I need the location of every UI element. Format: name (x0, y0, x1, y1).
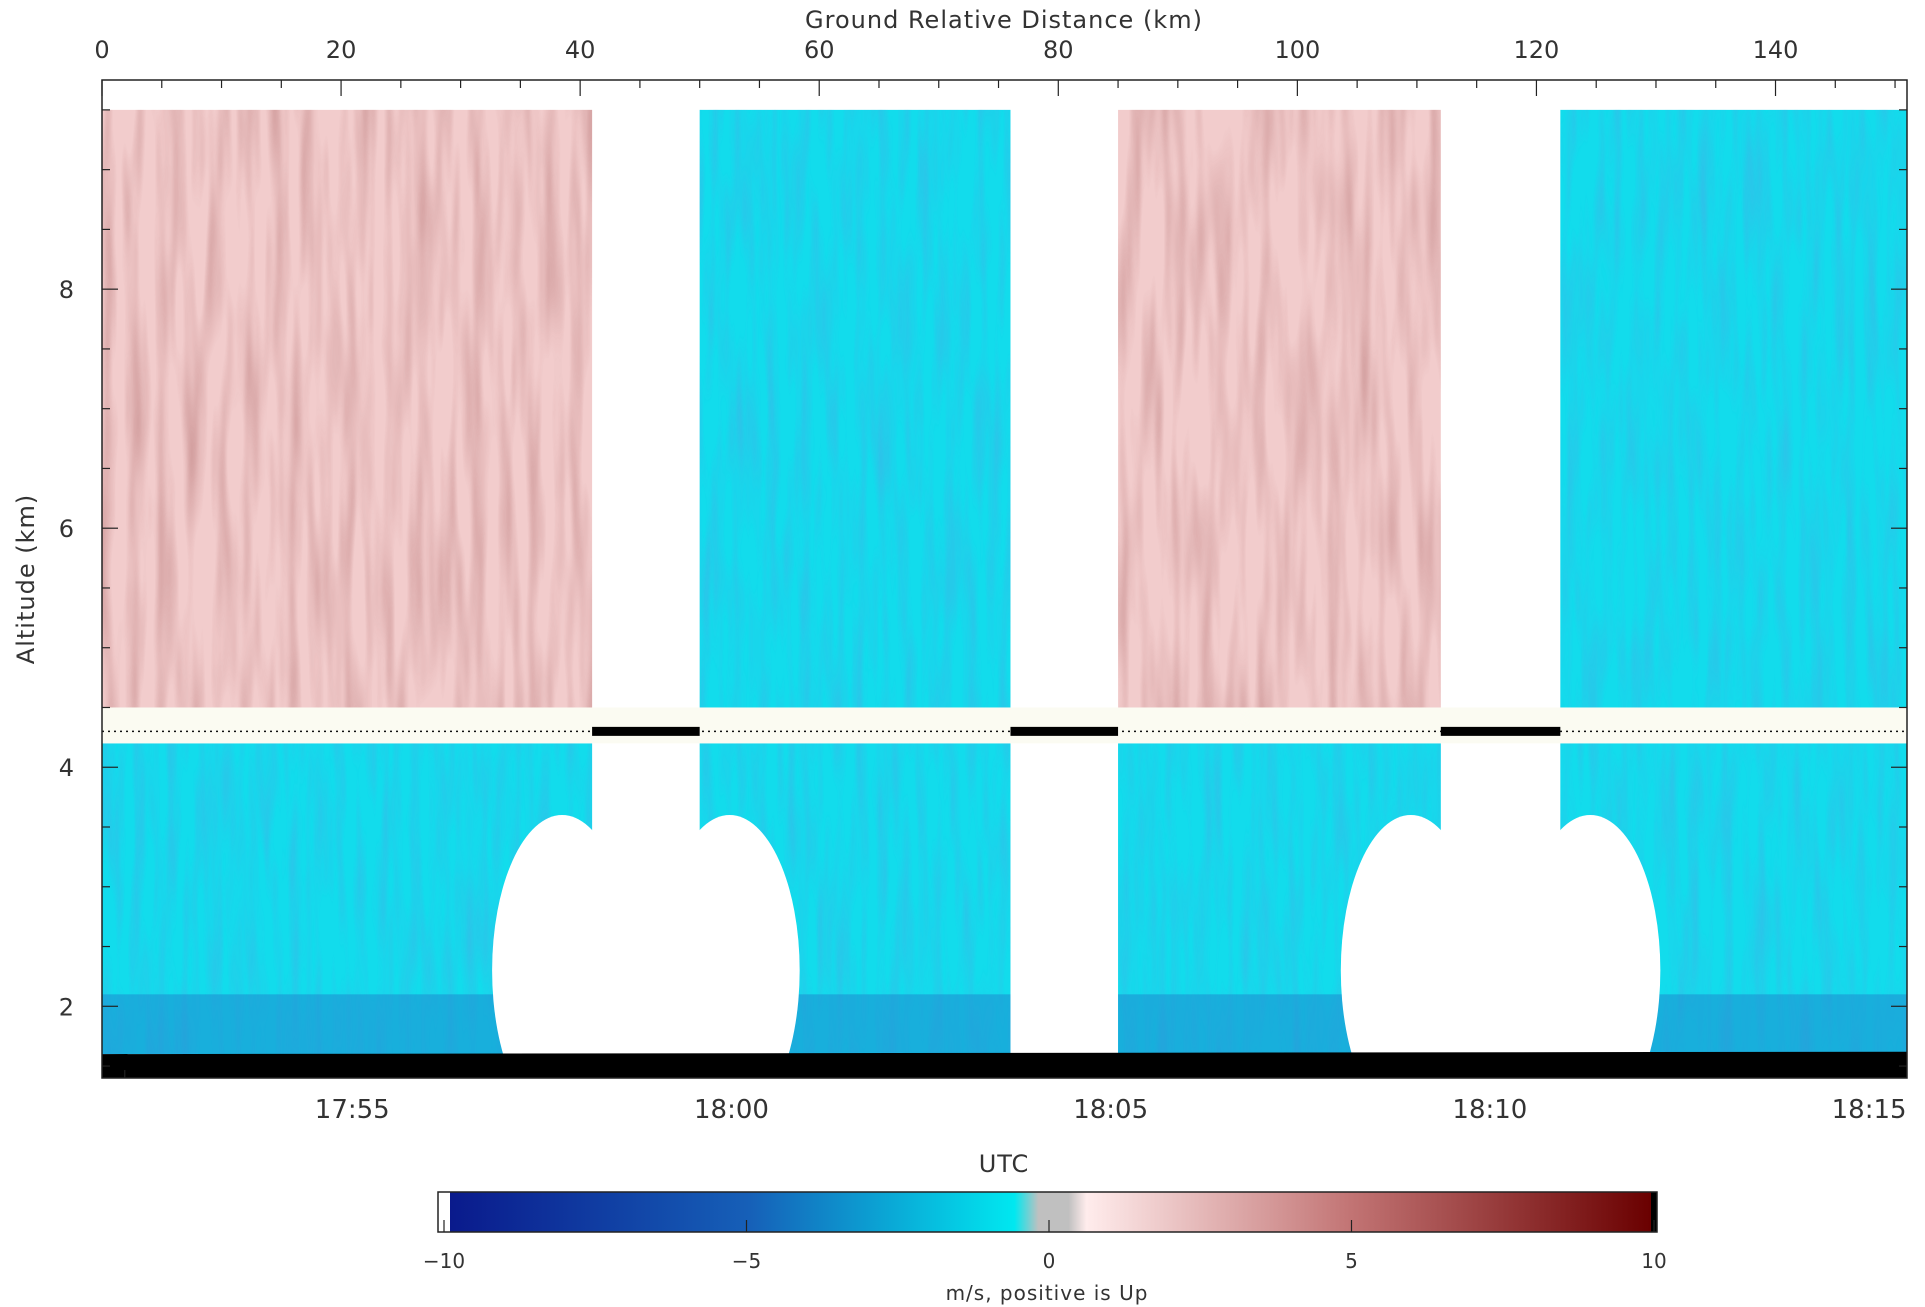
y-axis-tick-label: 2 (59, 993, 74, 1021)
x-axis-tick-label: 18:15 (1832, 1095, 1907, 1125)
upper-velocity-texture (699, 109, 1011, 708)
y-axis-tick-label: 4 (59, 754, 74, 782)
upper-velocity-texture (102, 109, 593, 708)
colorbar-gradient (450, 1192, 1651, 1232)
aircraft-altitude-band (102, 707, 1907, 744)
top-axis-tick-label: 140 (1753, 36, 1799, 64)
x-axis-label: UTC (979, 1150, 1030, 1178)
y-axis-tick-label: 6 (59, 515, 74, 543)
colorbar-tick-label: −10 (423, 1249, 465, 1273)
no-return-region (492, 815, 633, 1126)
colorbar-label: m/s, positive is Up (946, 1281, 1149, 1305)
top-axis-tick-label: 80 (1043, 36, 1074, 64)
colorbar-ticks: −10 −5 0 5 10 (423, 1220, 1667, 1273)
top-axis-tick-label: 100 (1274, 36, 1320, 64)
colorbar-tick-label: 0 (1043, 1249, 1056, 1273)
upper-velocity-texture (1118, 109, 1441, 708)
y-axis-tick-label: 8 (59, 276, 74, 304)
ground-return (102, 1051, 1907, 1078)
colorbar-white-end (438, 1192, 450, 1232)
top-axis-tick-label: 40 (565, 36, 596, 64)
top-axis-tick-label: 120 (1514, 36, 1560, 64)
data-segment (102, 109, 593, 1055)
colorbar-tick-label: 5 (1345, 1249, 1358, 1273)
top-axis-tick-label: 60 (804, 36, 835, 64)
y-axis-label: Altitude (km) (12, 494, 40, 664)
upper-velocity-texture (1560, 109, 1907, 708)
top-axis-label: Ground Relative Distance (km) (805, 6, 1203, 34)
x-axis-tick-label: 17:55 (315, 1095, 390, 1125)
colorbar-tick-label: 10 (1641, 1249, 1666, 1273)
velocity-data-layer (102, 109, 1907, 1126)
x-axis-tick-label: 18:00 (694, 1095, 769, 1125)
plot-frame (101, 79, 1908, 1079)
axis-ticks: 0 20 40 60 80 100 120 140 2 4 6 8 17:55 18:00 18:05 18:… (59, 36, 1907, 1125)
x-axis-tick-label: 18:10 (1452, 1095, 1527, 1125)
no-return-region (659, 815, 800, 1126)
top-axis-tick-label: 20 (326, 36, 357, 64)
no-return-region (1520, 815, 1661, 1126)
no-return-region (1340, 815, 1481, 1126)
colorbar-tick-label: −5 (732, 1249, 761, 1273)
colorbar: −10 −5 0 5 10 m/s, positive is Up (423, 1191, 1667, 1305)
top-axis-tick-label: 0 (94, 36, 109, 64)
colorbar-black-end (1651, 1192, 1657, 1232)
x-axis-tick-label: 18:05 (1073, 1095, 1148, 1125)
colorbar-frame (437, 1191, 1658, 1233)
